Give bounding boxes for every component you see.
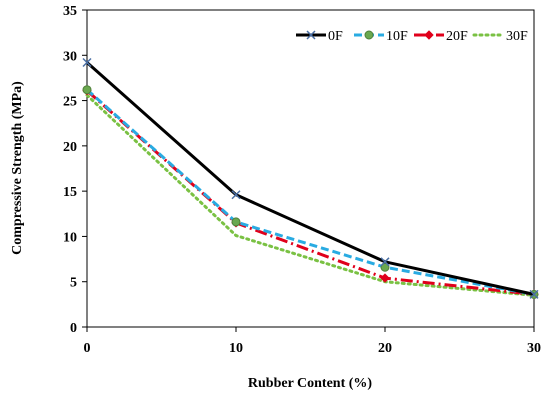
legend-label: 0F: [328, 29, 343, 44]
data-point: [488, 34, 491, 37]
data-point: [231, 190, 241, 200]
x-axis-title: Rubber Content (%): [248, 376, 373, 391]
data-point: [529, 289, 539, 299]
legend-item-30f: 30F: [472, 29, 528, 44]
y-tick-label: 15: [63, 185, 77, 200]
data-point: [380, 257, 390, 267]
series-0f: [82, 58, 539, 299]
legend-label: 20F: [446, 29, 468, 44]
data-point: [424, 30, 434, 40]
x-tick-label: 10: [229, 341, 243, 356]
legend-label: 10F: [386, 29, 408, 44]
y-tick-label: 35: [63, 4, 77, 19]
data-point: [82, 85, 92, 95]
x-tick-label: 20: [378, 341, 392, 356]
legend-label: 30F: [506, 29, 528, 44]
plot-area: [86, 9, 535, 328]
y-tick-label: 25: [63, 95, 77, 110]
series-line: [86, 88, 535, 296]
legend-item-0f: 0F: [296, 29, 343, 44]
x-tick-label: 0: [84, 341, 91, 356]
y-axis-title: Compressive Strength (MPa): [10, 81, 25, 255]
plot-border: [86, 9, 535, 328]
data-point: [306, 30, 316, 40]
y-axis-ticks: 0 5 10 15 20 25 30 35: [63, 4, 87, 336]
series-layer: [82, 58, 539, 300]
y-tick-label: 0: [70, 321, 77, 336]
x-tick-label: 30: [527, 341, 541, 356]
series-10f: [82, 85, 539, 299]
data-point: [82, 58, 92, 68]
data-point: [380, 273, 390, 283]
data-point: [364, 30, 374, 40]
legend-item-20f: 20F: [414, 29, 468, 44]
y-tick-label: 5: [70, 276, 77, 291]
y-tick-label: 20: [63, 140, 77, 155]
data-point: [235, 234, 238, 237]
series-line: [86, 61, 535, 296]
series-30f: [85, 93, 536, 297]
y-tick-label: 10: [63, 230, 77, 245]
x-axis-ticks: 0 10 20 30: [84, 327, 541, 356]
legend: 0F 10F 20F 30F: [296, 29, 528, 44]
data-point: [231, 217, 241, 227]
legend-item-10f: 10F: [354, 29, 408, 44]
series-line: [85, 93, 536, 297]
y-tick-label: 30: [63, 49, 77, 64]
